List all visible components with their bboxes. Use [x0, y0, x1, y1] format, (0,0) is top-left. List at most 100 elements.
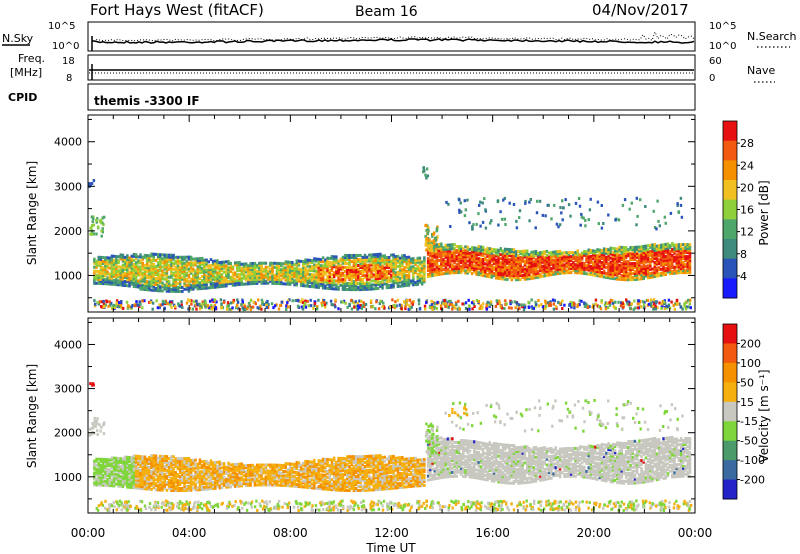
data-cell: [134, 273, 138, 277]
data-cell: [203, 268, 206, 272]
data-cell: [510, 266, 513, 270]
data-cell: [374, 259, 378, 263]
data-cell: [552, 307, 556, 311]
data-cell: [684, 269, 687, 273]
data-cell: [591, 263, 595, 267]
data-cell: [423, 276, 426, 280]
data-cell: [433, 271, 436, 275]
data-cell: [633, 299, 636, 303]
data-cell: [230, 308, 233, 311]
data-cell: [652, 298, 656, 302]
data-cell: [686, 251, 689, 255]
data-cell: [448, 303, 452, 307]
data-cell: [220, 276, 224, 280]
data-cell: [126, 463, 129, 467]
data-cell: [343, 275, 347, 279]
data-cell: [93, 271, 96, 275]
data-cell: [607, 274, 610, 278]
data-cell: [468, 253, 472, 257]
data-cell: [150, 483, 153, 487]
data-cell: [339, 283, 342, 287]
data-cell: [277, 278, 281, 282]
data-cell: [343, 280, 347, 283]
data-cell: [387, 279, 391, 283]
data-cell: [407, 271, 411, 275]
data-cell: [166, 302, 169, 306]
data-cell: [512, 254, 516, 258]
data-cell: [357, 270, 360, 274]
data-cell: [431, 256, 434, 260]
data-cell: [106, 264, 109, 268]
data-cell: [213, 303, 217, 307]
data-cell: [440, 262, 443, 266]
data-cell: [101, 481, 105, 485]
data-cell: [451, 257, 454, 261]
data-cell: [620, 262, 623, 265]
data-cell: [359, 282, 362, 285]
data-cell: [492, 272, 496, 276]
data-cell: [455, 257, 458, 261]
data-cell: [541, 270, 544, 274]
data-cell: [530, 256, 533, 260]
data-cell: [675, 259, 678, 263]
data-cell: [449, 225, 452, 228]
data-cell: [490, 219, 493, 223]
data-cell: [503, 263, 507, 267]
data-cell: [117, 255, 120, 259]
data-cell: [569, 251, 573, 255]
data-cell: [580, 261, 584, 265]
data-cell: [329, 299, 333, 303]
data-cell: [519, 256, 522, 259]
data-cell: [115, 472, 118, 476]
data-cell: [343, 253, 347, 257]
data-cell: [115, 267, 118, 271]
data-cell: [145, 465, 149, 469]
data-cell: [410, 305, 413, 309]
data-cell: [132, 478, 136, 482]
data-cell: [119, 477, 122, 480]
data-cell: [139, 459, 142, 463]
data-cell: [602, 261, 606, 265]
data-cell: [686, 247, 689, 251]
data-cell: [218, 263, 221, 267]
data-cell: [99, 463, 103, 467]
data-cell: [260, 275, 263, 279]
data-cell: [352, 260, 356, 264]
data-cell: [387, 261, 391, 265]
data-cell: [453, 269, 456, 273]
data-cell: [442, 262, 445, 266]
data-cell: [532, 274, 535, 278]
data-cell: [573, 306, 576, 310]
data-cell: [112, 262, 116, 266]
data-cell: [174, 283, 177, 287]
data-cell: [137, 283, 140, 287]
data-cell: [644, 274, 648, 278]
data-cell: [106, 272, 109, 276]
data-cell: [284, 278, 287, 282]
data-cell: [473, 260, 476, 264]
data-cell: [392, 265, 395, 269]
data-cell: [295, 265, 298, 269]
data-cell: [677, 247, 681, 251]
data-cell: [196, 277, 199, 281]
data-cell: [154, 283, 158, 286]
data-cell: [457, 267, 461, 271]
data-cell: [192, 300, 196, 304]
data-cell: [401, 254, 404, 258]
data-cell: [490, 303, 493, 307]
data-cell: [412, 275, 415, 279]
data-cell: [640, 245, 643, 249]
data-cell: [262, 275, 265, 279]
data-cell: [431, 262, 434, 266]
data-cell: [348, 276, 351, 280]
data-cell: [319, 274, 323, 278]
data-cell: [242, 264, 246, 268]
data-cell: [582, 216, 585, 220]
data-cell: [365, 285, 369, 289]
data-cell: [392, 283, 395, 287]
data-cell: [387, 275, 391, 279]
data-cell: [310, 269, 314, 273]
data-cell: [585, 256, 588, 260]
data-cell: [506, 257, 509, 261]
data-cell: [110, 470, 114, 474]
